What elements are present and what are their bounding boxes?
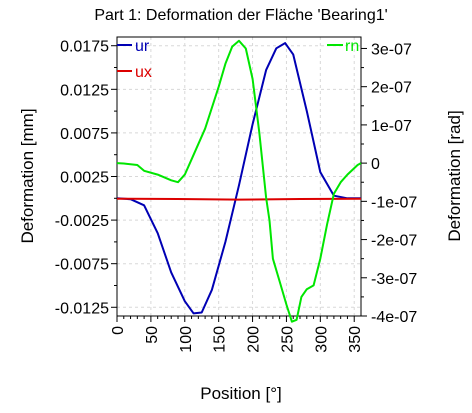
y-left-tick-label: -0.0075 [55, 257, 109, 274]
x-tick-label: 200 [246, 326, 263, 353]
y-right-tick-label: -4e-07 [371, 309, 417, 326]
series-layer [116, 39, 362, 323]
y-left-tick-label: 0.0075 [60, 126, 109, 143]
y-right-tick-label: -3e-07 [371, 271, 417, 288]
x-tick-label: 50 [144, 326, 161, 344]
legend: ur ux rn [117, 38, 359, 81]
y-left-tick-label: 0.0175 [60, 39, 109, 56]
y-right-axis-title: Deformation [rad] [445, 110, 464, 241]
y-left-tick-label: -0.0025 [55, 213, 109, 230]
y-left-axis-title: Deformation [mm] [18, 108, 37, 243]
right-axis: 3e-07 2e-07 1e-07 0 -1e-07 -2e-07 -3e-07 -4e-07 [361, 41, 417, 326]
x-axis: 0 50 100 150 200 250 300 350 [110, 316, 364, 353]
left-axis: 0.0175 0.0125 0.0075 0.0025 -0.0025 -0.0075 -0… [55, 39, 117, 317]
y-left-tick-label: -0.0125 [55, 300, 109, 317]
y-right-tick-label: 2e-07 [371, 80, 412, 97]
y-right-tick-label: -1e-07 [371, 194, 417, 211]
series-line-ur [116, 42, 361, 315]
x-tick-label: 100 [178, 326, 195, 353]
y-right-tick-label: -2e-07 [371, 233, 417, 250]
legend-label-ux: ux [135, 64, 152, 81]
x-tick-label: 300 [313, 326, 330, 353]
x-axis-title: Position [°] [200, 384, 281, 403]
y-right-tick-label: 0 [371, 156, 380, 173]
y-left-tick-label: 0.0025 [60, 170, 109, 187]
y-right-tick-label: 3e-07 [371, 41, 412, 58]
x-tick-label: 250 [279, 326, 296, 353]
legend-label-ur: ur [135, 38, 150, 55]
x-tick-label: 0 [110, 326, 127, 335]
legend-label-rn: rn [345, 38, 359, 55]
x-tick-label: 150 [212, 326, 229, 353]
y-right-tick-label: 1e-07 [371, 118, 412, 135]
y-left-tick-label: 0.0125 [60, 82, 109, 99]
series-line-rn [116, 39, 362, 323]
chart-title: Part 1: Deformation der Fläche 'Bearing1… [94, 7, 387, 24]
x-tick-label: 350 [347, 326, 364, 353]
series-line-ux [116, 197, 362, 201]
